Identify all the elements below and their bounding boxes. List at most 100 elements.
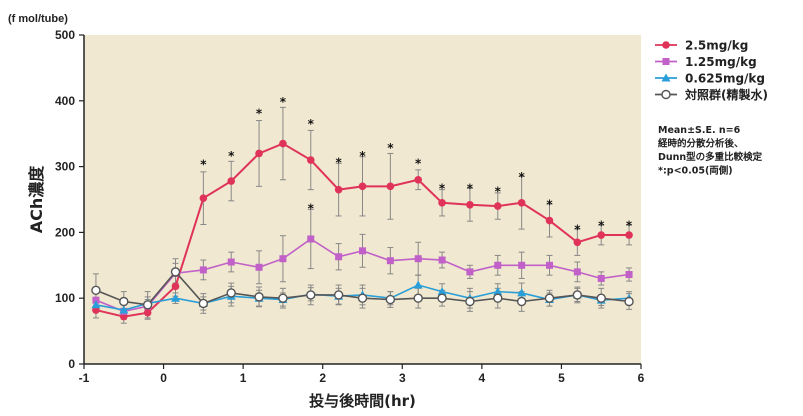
series-4-point [142, 300, 153, 310]
series-2-point [518, 261, 526, 269]
series-3-point [171, 293, 181, 302]
series-1-point [358, 182, 367, 191]
series-1-point [227, 177, 236, 185]
series-4-point [254, 292, 264, 302]
significance-marker: * [598, 219, 605, 233]
significance-marker: * [256, 107, 263, 121]
series-3-point [413, 280, 423, 289]
series-2-point [466, 268, 474, 276]
y-tick-label: 500 [55, 28, 75, 42]
y-tick-label: 100 [55, 291, 75, 305]
y-tick-label: 300 [55, 160, 75, 174]
axis-ticks: -1 0 1 2 3 4 5 6 0 100 200 300 400 500 [55, 28, 645, 385]
series-1-point [171, 282, 180, 291]
series-4-point [572, 290, 583, 300]
series-4-point [119, 296, 129, 307]
significance-marker: * [228, 149, 235, 163]
legend-label: 2.5mg/kg [685, 39, 748, 53]
series-1-point [199, 194, 208, 202]
series-2-point [573, 268, 581, 276]
series-3-point [91, 300, 101, 309]
series-4-point [516, 296, 527, 307]
significance-marker: * [626, 219, 633, 233]
series-2-point [494, 261, 502, 269]
series-1-point [306, 156, 315, 164]
series-2-point [359, 247, 366, 255]
series-4-point [385, 294, 396, 305]
legend-marker [661, 89, 671, 100]
significance-marker: * [574, 222, 581, 236]
x-tick-label: 5 [558, 371, 565, 385]
significance-marker: * [280, 95, 287, 109]
series-2-point [307, 235, 315, 243]
note-line: Mean±S.E. n=6 [658, 125, 741, 136]
y-tick-label: 200 [55, 225, 75, 239]
significance-marker: * [415, 157, 422, 171]
series-4-point [278, 293, 288, 303]
series-2-point [597, 274, 605, 282]
series-3-point [437, 287, 447, 296]
series-4-point [596, 293, 606, 303]
legend-marker [662, 41, 670, 49]
series-4-point [170, 267, 181, 277]
y-tick-label: 0 [68, 357, 75, 371]
legend-label: 1.25mg/kg [685, 55, 757, 69]
x-tick-label: 2 [319, 371, 326, 385]
series-3-point [119, 305, 129, 314]
significance-marker: * [308, 117, 315, 131]
series-3-point [493, 287, 503, 296]
x-tick-label: 3 [399, 371, 406, 385]
legend-marker [661, 73, 671, 82]
significance-marker: * [467, 182, 474, 196]
x-tick-label: 1 [240, 371, 247, 385]
series-4-point [306, 290, 316, 300]
note-line: 経時的分散分析後、 [658, 138, 744, 150]
series-1-point [597, 231, 606, 239]
series-4-point [226, 288, 236, 298]
series-4-point [624, 296, 634, 307]
legend-label: 0.625mg/kg [685, 72, 765, 86]
series-4-point [413, 293, 423, 303]
series-2-point [414, 255, 422, 263]
series-4-point [544, 293, 555, 303]
note-line: Dunn型の多重比較検定 [658, 151, 763, 163]
series-4-point [357, 293, 368, 303]
series-1-point [438, 198, 446, 207]
series-4-point [465, 296, 475, 307]
series-2-point [255, 263, 263, 271]
series-1-point [334, 185, 343, 194]
series-layer [91, 139, 634, 321]
series-1-point [493, 202, 502, 210]
legend-marker [662, 58, 670, 65]
significance-marker: * [495, 184, 502, 198]
series-2-point [386, 257, 394, 265]
significance-layer: * * * * * * * * * * * * * * * * * * [200, 95, 633, 237]
series-1-point [466, 200, 474, 209]
x-tick-label: -1 [79, 371, 90, 385]
series-1-point [517, 198, 526, 207]
series-4-point [91, 285, 101, 296]
series-2-point [625, 271, 633, 279]
series-2-point [279, 255, 287, 263]
series-4-point [333, 290, 344, 300]
series-2-point [227, 258, 235, 266]
x-tick-label: 6 [638, 371, 645, 385]
series-4-point [198, 298, 209, 309]
x-axis-title: 投与後時間(hr) [309, 392, 416, 410]
statistics-note: Mean±S.E. n=6 経時的分散分析後、Dunn型の多重比較検定 *:p<0.… [658, 125, 763, 177]
series-4-point [493, 293, 503, 303]
significance-marker: * [335, 155, 342, 169]
series-1-point [386, 182, 395, 191]
significance-marker: * [308, 201, 315, 215]
series-2-point [335, 253, 343, 261]
series-4-point [437, 293, 447, 303]
y-unit-label: (f mol/tube) [8, 13, 68, 25]
series-2-point [545, 261, 553, 269]
series-1-point [279, 139, 287, 148]
series-1-point [573, 238, 582, 247]
series-2-point [199, 266, 207, 274]
series-1-point [545, 216, 554, 225]
legend-label: 対照群(精製水) [684, 87, 768, 102]
